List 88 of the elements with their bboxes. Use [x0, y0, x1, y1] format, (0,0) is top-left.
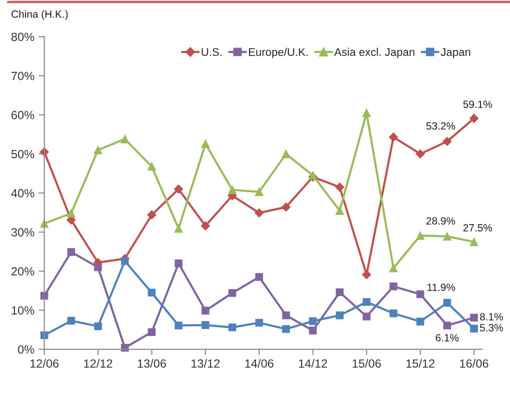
point: [120, 257, 129, 265]
point: [148, 328, 156, 336]
point: [202, 321, 210, 329]
point: [442, 136, 452, 146]
point: [470, 238, 478, 246]
point: [94, 146, 102, 154]
y-tick-label: 30%: [11, 228, 34, 236]
point: [200, 221, 210, 230]
point: [201, 140, 210, 148]
point: [228, 289, 236, 297]
y-tick-label: 80%: [11, 32, 34, 42]
point: [255, 273, 264, 281]
legend-label: Europe/U.K.: [248, 48, 308, 58]
data-label: 59.1%: [463, 100, 492, 108]
chart-title: China (H.K.): [12, 10, 68, 20]
data-label: 53.2%: [426, 122, 456, 130]
point: [67, 316, 76, 325]
y-tick-label: 50%: [11, 150, 34, 158]
point: [174, 224, 183, 233]
data-label: 5.3%: [480, 324, 503, 332]
x-tick-label: 12/12: [84, 359, 112, 368]
x-tick-label: 13/12: [192, 359, 220, 368]
point: [470, 314, 478, 322]
x-tick-label: 14/12: [298, 359, 328, 368]
point: [120, 134, 130, 144]
point: [388, 132, 398, 142]
y-tick-label: 60%: [12, 110, 34, 120]
point: [443, 322, 452, 330]
point: [335, 206, 344, 215]
point: [308, 326, 317, 334]
point: [389, 264, 398, 272]
point: [174, 184, 184, 194]
data-label: 6.1%: [436, 334, 459, 342]
point: [362, 298, 370, 306]
point: [416, 231, 425, 240]
y-tick-label: 70%: [12, 72, 34, 80]
point: [282, 311, 290, 320]
x-tick-label: 15/12: [406, 359, 434, 368]
point: [362, 108, 371, 118]
y-tick-label: 0%: [18, 345, 34, 354]
point: [416, 149, 425, 158]
legend-label: U.S.: [202, 48, 222, 56]
point: [362, 270, 372, 280]
point: [470, 324, 478, 332]
legend-label: Japan: [440, 48, 470, 58]
point: [228, 186, 237, 194]
point: [254, 188, 264, 196]
data-label: 11.9%: [428, 284, 456, 292]
point: [148, 288, 156, 297]
point: [336, 311, 344, 320]
point: [282, 150, 290, 158]
point: [147, 210, 156, 220]
point: [66, 209, 76, 218]
point: [174, 322, 182, 330]
point: [335, 182, 344, 192]
point: [94, 263, 102, 272]
point: [308, 317, 317, 326]
point: [94, 322, 102, 330]
point: [336, 288, 344, 296]
point: [281, 202, 291, 212]
point: [147, 162, 156, 171]
x-tick-label: 16/06: [460, 359, 488, 368]
point: [202, 306, 210, 315]
point: [416, 290, 424, 298]
point: [67, 248, 76, 256]
x-tick-label: 12/06: [30, 359, 59, 368]
y-tick-label: 20%: [12, 267, 34, 276]
data-label: 27.5%: [463, 224, 492, 232]
point: [174, 259, 182, 268]
y-tick-label: 10%: [12, 306, 34, 315]
point: [443, 298, 452, 307]
legend-label: Asia excl. Japan: [334, 48, 414, 58]
x-tick-label: 14/06: [245, 359, 274, 368]
point: [254, 208, 264, 218]
y-tick-label: 40%: [11, 189, 34, 198]
point: [469, 114, 479, 123]
point: [362, 312, 370, 320]
point: [282, 325, 290, 333]
data-label: 28.9%: [426, 217, 456, 225]
point: [416, 318, 424, 326]
x-tick-label: 15/06: [352, 359, 381, 368]
data-label: 8.1%: [480, 313, 503, 320]
point: [390, 282, 398, 290]
point: [442, 232, 452, 241]
point: [390, 309, 398, 318]
point: [255, 318, 264, 327]
x-tick-label: 13/06: [138, 359, 166, 368]
point: [228, 324, 236, 332]
